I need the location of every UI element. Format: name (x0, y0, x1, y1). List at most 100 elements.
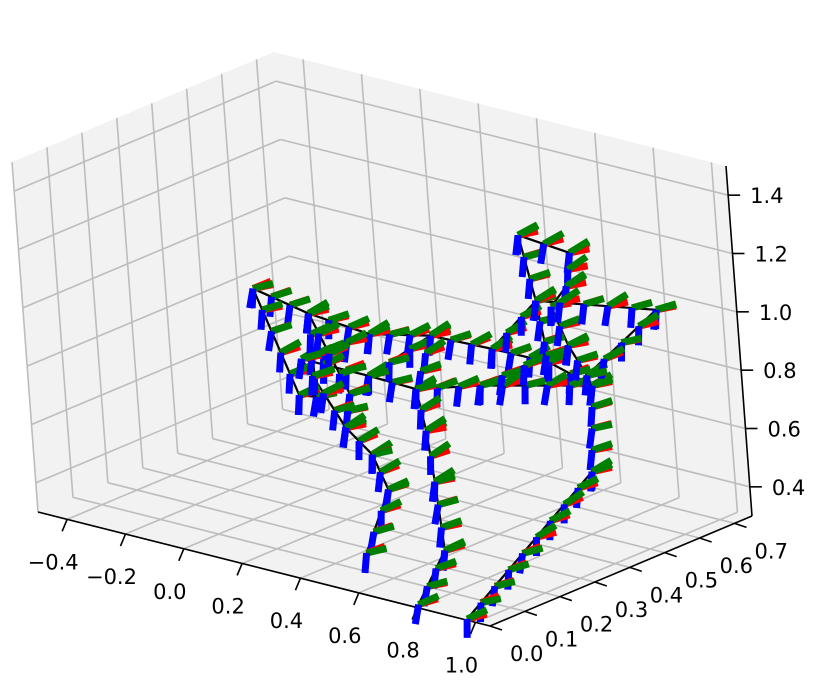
z-tick-label: 1.2 (755, 243, 788, 267)
y-tick-label: 0.0 (510, 642, 543, 666)
x-tick-mark (179, 549, 184, 561)
y-tick-label: 0.4 (650, 583, 683, 607)
frame-axis-z (299, 359, 302, 379)
frame-axis-z (314, 397, 317, 417)
y-tick-label: 0.7 (755, 539, 788, 563)
z-tick-label: 1.0 (759, 301, 792, 325)
frame-axis-z (575, 360, 577, 380)
y-tick-label: 0.3 (615, 598, 648, 622)
x-tick-mark (237, 563, 242, 575)
y-tick-label: 0.1 (545, 627, 578, 651)
x-tick-label: 0.0 (153, 580, 186, 604)
frame-axis-y (481, 599, 501, 603)
y-tick-label: 0.5 (685, 569, 718, 593)
frame-axis-z (289, 374, 290, 394)
frame-axis-y (546, 350, 566, 355)
x-tick-mark (295, 578, 300, 590)
frame-axis-z (321, 393, 324, 413)
frame-axis-z (590, 429, 593, 449)
y-tick-mark (595, 582, 607, 586)
frame-axis-z (522, 257, 524, 277)
frame-axis-z (448, 340, 451, 360)
frame-axis-z (538, 321, 541, 341)
frame-axis-z (543, 355, 546, 375)
frame-axis-z (470, 344, 472, 364)
frame-axis-z (250, 289, 253, 308)
x-tick-label: 0.8 (386, 639, 419, 663)
x-tick-label: 1.0 (445, 653, 478, 677)
frame-axis-y (587, 371, 607, 375)
frame-axis-z (590, 386, 592, 406)
y-tick-mark (700, 538, 712, 542)
y-tick-mark (665, 553, 677, 557)
frame-axis-y (369, 371, 389, 376)
z-tick-label: 0.8 (763, 359, 796, 383)
y-tick-mark (490, 626, 502, 630)
frame-axis-z (569, 386, 570, 406)
frame-axis-y (525, 381, 545, 386)
y-tick-label: 0.2 (580, 613, 613, 637)
frame-axis-y (622, 338, 642, 342)
frame-axis-z (389, 382, 392, 402)
frame-axis-z (269, 331, 272, 351)
frame-axis-z (478, 386, 480, 406)
frame-axis-z (435, 505, 438, 525)
frame-axis-z (631, 308, 632, 328)
frame-axis-y (392, 377, 412, 382)
frame-axis-z (378, 472, 380, 492)
frame-axis-z (506, 333, 507, 353)
frame-axis-z (558, 303, 560, 323)
frame-axis-z (415, 605, 418, 625)
frame-axis-z (491, 349, 492, 369)
z-tick-label: 0.6 (768, 418, 801, 442)
y-tick-mark (735, 523, 747, 527)
y-tick-label: 0.6 (720, 554, 753, 578)
x-tick-label: −0.2 (86, 565, 137, 589)
frame-axis-z (582, 304, 584, 324)
frame-axis-z (500, 375, 503, 395)
x-tick-label: 0.2 (211, 594, 244, 618)
x-tick-mark (120, 534, 125, 546)
frame-axis-z (605, 306, 608, 326)
frame-axis-z (365, 553, 367, 573)
z-tick-label: 1.4 (750, 184, 783, 208)
x-tick-label: 0.4 (270, 609, 303, 633)
z-tick-label: 0.4 (772, 476, 805, 500)
frame-axis-z (312, 376, 313, 396)
frame-axis-z (590, 450, 592, 470)
frame-axis-z (565, 345, 568, 365)
y-tick-mark (560, 597, 572, 601)
y-tick-mark (630, 567, 642, 571)
frame-axis-y (389, 358, 409, 363)
frame-axis-z (591, 407, 592, 427)
frame-axis-z (544, 386, 547, 406)
frame-axis-z (586, 375, 587, 395)
x-tick-mark (62, 519, 67, 531)
frame-axis-z (420, 410, 421, 430)
frame-axis-z (299, 395, 300, 414)
frame-axis-z (367, 334, 369, 354)
frame-axis-z (333, 410, 335, 430)
frame-axis-y (390, 330, 410, 335)
frame-axis-z (523, 365, 524, 385)
frame-axis-y (372, 450, 392, 454)
frame-axis-z (457, 387, 459, 407)
x-tick-label: −0.4 (28, 550, 79, 574)
frame-axis-z (557, 326, 559, 346)
x-tick-mark (470, 622, 475, 634)
frame-axis-z (541, 244, 544, 264)
frame-axis-z (534, 301, 536, 321)
frame-axis-z (387, 335, 390, 355)
frame-axis-y (495, 581, 515, 586)
frame-axis-y (367, 548, 387, 553)
frame-axis-z (343, 428, 346, 448)
frame-axis-y (592, 424, 612, 428)
frame-axis-z (528, 279, 530, 299)
frame-axis-z (415, 389, 416, 408)
x-tick-mark (354, 593, 359, 605)
x-tick-label: 0.6 (328, 624, 361, 648)
frame-axis-z (261, 310, 262, 330)
frame-axis-z (440, 528, 442, 548)
